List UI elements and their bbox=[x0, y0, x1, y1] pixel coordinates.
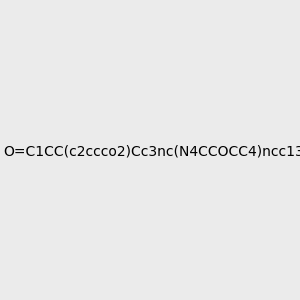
Text: O=C1CC(c2ccco2)Cc3nc(N4CCOCC4)ncc13: O=C1CC(c2ccco2)Cc3nc(N4CCOCC4)ncc13 bbox=[3, 145, 300, 158]
